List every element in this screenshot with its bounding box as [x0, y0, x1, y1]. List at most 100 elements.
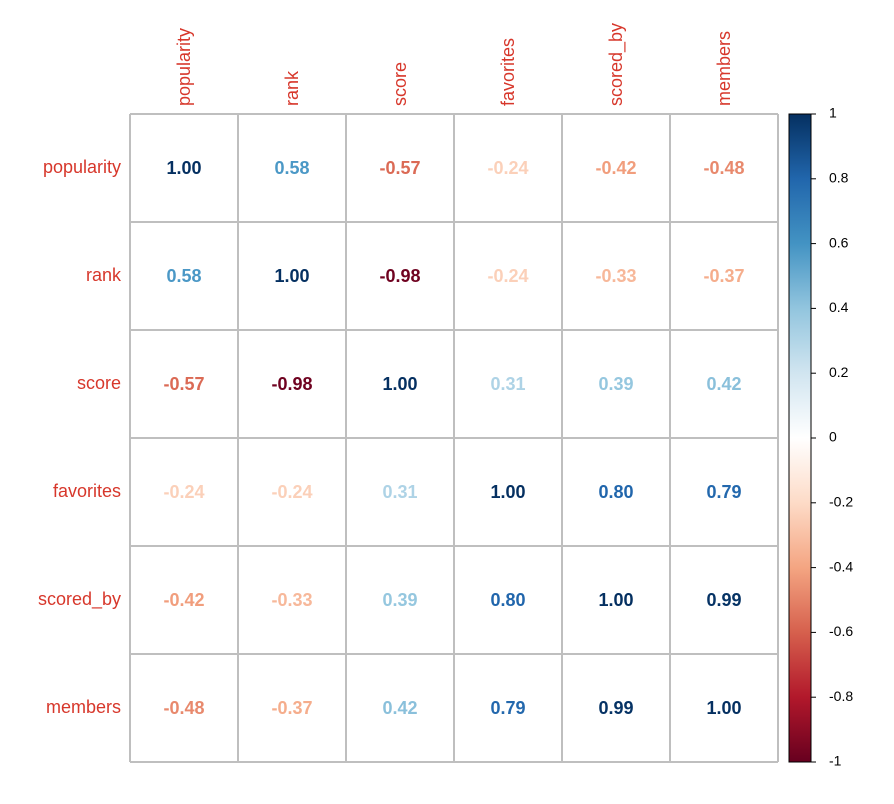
coefficient-label: 0.79 [490, 698, 525, 718]
row-label: favorites [53, 481, 121, 501]
coefficient-label: 0.31 [490, 374, 525, 394]
matrix-cell [238, 546, 346, 654]
coefficient-label: -0.33 [595, 266, 636, 286]
cells-layer [130, 114, 778, 762]
matrix-cell [238, 222, 346, 330]
coefficient-label: -0.24 [487, 266, 528, 286]
matrix-cell [130, 114, 238, 222]
matrix-cell [346, 546, 454, 654]
coefficient-label: 1.00 [274, 266, 309, 286]
matrix-cell [454, 330, 562, 438]
matrix-cell [238, 654, 346, 762]
matrix-cell [454, 654, 562, 762]
matrix-cell [130, 330, 238, 438]
colorbar-tick-label: -0.8 [829, 688, 853, 704]
colorbar-tick-label: 0.6 [829, 234, 849, 250]
column-labels-layer: popularity rank score favorites scored_by mem… [174, 23, 734, 106]
coefficient-label: -0.48 [163, 698, 204, 718]
matrix-cell [562, 546, 670, 654]
coefficient-label: -0.24 [163, 482, 204, 502]
matrix-cell [670, 222, 778, 330]
matrix-cell [562, 222, 670, 330]
coefficient-label: 0.39 [382, 590, 417, 610]
coefficient-label: 0.80 [490, 590, 525, 610]
column-label: members [714, 31, 734, 106]
matrix-cell [130, 654, 238, 762]
matrix-cell [562, 330, 670, 438]
matrix-cell [238, 330, 346, 438]
colorbar-tick-label: 1 [829, 105, 837, 121]
colorbar-tick-label: -0.6 [829, 623, 853, 639]
matrix-cell [670, 654, 778, 762]
coefficient-label: -0.98 [379, 266, 420, 286]
coefficient-label: 0.99 [706, 590, 741, 610]
matrix-cell [346, 114, 454, 222]
coefficient-label: 0.80 [598, 482, 633, 502]
matrix-cell [346, 222, 454, 330]
colorbar-tick-label: -0.4 [829, 558, 853, 574]
row-labels-layer: popularity rank score favorites scored_bymem… [38, 157, 122, 717]
colorbar-tick-label: -0.2 [829, 494, 853, 510]
column-label: rank [282, 70, 302, 106]
matrix-cell [238, 438, 346, 546]
column-label: favorites [498, 38, 518, 106]
row-label: scored_by [38, 589, 121, 610]
colorbar-tick-label: 0.4 [829, 299, 849, 315]
matrix-cell [346, 438, 454, 546]
coefficient-label: 0.31 [382, 482, 417, 502]
matrix-cell [454, 114, 562, 222]
matrix-cell [130, 438, 238, 546]
matrix-cell [670, 438, 778, 546]
coefficient-label: 0.42 [706, 374, 741, 394]
value-labels-layer: 1.00 0.58 -0.57 -0.24 -0.42 -0.48 0.58 1.00 -0.9… [163, 158, 744, 718]
coefficient-label: -0.42 [163, 590, 204, 610]
coefficient-label: -0.98 [271, 374, 312, 394]
coefficient-label: 1.00 [490, 482, 525, 502]
coefficient-label: -0.24 [271, 482, 312, 502]
matrix-cell [562, 438, 670, 546]
matrix-cell [346, 654, 454, 762]
colorbar-tick-label: 0.8 [829, 170, 849, 186]
coefficient-label: -0.57 [163, 374, 204, 394]
coefficient-label: 0.42 [382, 698, 417, 718]
column-label: score [390, 62, 410, 106]
matrix-cell [130, 546, 238, 654]
coefficient-label: 0.39 [598, 374, 633, 394]
row-label: score [77, 373, 121, 393]
column-label: popularity [174, 28, 194, 106]
coefficient-label: 0.99 [598, 698, 633, 718]
colorbar-gradient [788, 113, 812, 763]
coefficient-label: -0.37 [703, 266, 744, 286]
coefficient-label: -0.24 [487, 158, 528, 178]
colorbar-tick-label: -1 [829, 753, 842, 769]
colorbar-ticks: 1 0.8 0.6 0.4 0.2 0 -0.2 -0.4 -0.6 -0.8 -1 [811, 105, 853, 769]
column-label: scored_by [606, 23, 627, 106]
coefficient-label: 1.00 [166, 158, 201, 178]
matrix-cell [238, 114, 346, 222]
coefficient-label: -0.57 [379, 158, 420, 178]
coefficient-label: -0.37 [271, 698, 312, 718]
matrix-cell [670, 114, 778, 222]
matrix-cell [562, 654, 670, 762]
grid-layer [129, 113, 779, 763]
colorbar: 1 0.8 0.6 0.4 0.2 0 -0.2 -0.4 -0.6 -0.8 -1 [788, 105, 853, 769]
matrix-cell [454, 438, 562, 546]
colorbar-tick-label: 0.2 [829, 364, 849, 380]
matrix-cell [670, 546, 778, 654]
coefficient-label: 1.00 [382, 374, 417, 394]
matrix-cell [670, 330, 778, 438]
coefficient-label: 1.00 [598, 590, 633, 610]
matrix-cell [346, 330, 454, 438]
coefficient-label: 1.00 [706, 698, 741, 718]
coefficient-label: -0.48 [703, 158, 744, 178]
matrix-cell [454, 546, 562, 654]
matrix-cell [130, 222, 238, 330]
coefficient-label: 0.58 [274, 158, 309, 178]
matrix-cell [454, 222, 562, 330]
row-label: members [46, 697, 121, 717]
coefficient-label: -0.33 [271, 590, 312, 610]
row-label: popularity [43, 157, 121, 177]
coefficient-label: 0.79 [706, 482, 741, 502]
row-label: rank [86, 265, 122, 285]
